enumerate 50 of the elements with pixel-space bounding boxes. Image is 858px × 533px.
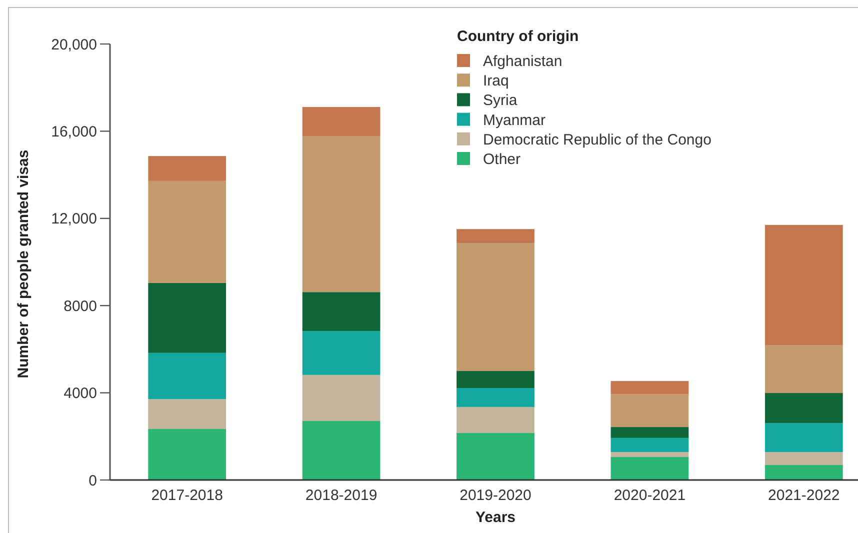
bar <box>764 423 843 452</box>
x-tick-label: 2018-2019 <box>305 487 378 504</box>
legend-label: Iraq <box>483 72 509 90</box>
bar <box>148 282 226 353</box>
legend-label: Democratic Republic of the Congo <box>483 131 712 148</box>
bar <box>610 438 689 452</box>
bar <box>302 420 380 480</box>
bar <box>610 394 689 428</box>
y-axis-title: Number of people granted visas <box>15 150 32 378</box>
y-tick-label: 16,000 <box>51 123 97 140</box>
bar <box>456 243 534 371</box>
bar <box>610 427 689 438</box>
bar <box>610 456 689 480</box>
bar <box>456 388 534 407</box>
bar <box>302 331 380 375</box>
bar <box>764 464 843 480</box>
y-tick-label: 20,000 <box>51 36 97 54</box>
bar <box>148 180 226 283</box>
legend-label: Syria <box>483 92 518 110</box>
y-tick-label: 8000 <box>64 298 97 315</box>
y-tick-label: 4000 <box>64 385 97 402</box>
bar <box>456 229 534 244</box>
bar <box>148 428 226 480</box>
bar <box>302 136 380 292</box>
legend-label: Myanmar <box>483 112 546 129</box>
x-axis-title: Years <box>475 509 516 526</box>
legend-label: Other <box>483 151 521 168</box>
legend-label: Afghanistan <box>483 53 562 70</box>
bar <box>764 393 843 424</box>
x-tick-label: 2021-2022 <box>768 487 840 504</box>
bar <box>610 381 689 394</box>
x-tick-label: 2019-2020 <box>460 487 532 504</box>
bar <box>148 399 226 429</box>
bar <box>764 452 843 465</box>
bar <box>456 371 534 388</box>
legend-title: Country of origin <box>457 28 579 45</box>
bar <box>610 452 689 457</box>
x-tick-label: 2017-2018 <box>151 487 223 504</box>
bar <box>302 107 380 136</box>
bar <box>148 156 226 181</box>
bar <box>302 292 380 332</box>
bar <box>456 406 534 433</box>
bar <box>764 345 843 394</box>
bar <box>302 374 380 421</box>
x-tick-label: 2020-2021 <box>614 487 686 504</box>
y-tick-label: 0 <box>88 472 97 490</box>
y-tick-label: 12,000 <box>51 210 97 228</box>
bar <box>764 224 843 346</box>
bar <box>456 432 534 480</box>
bar <box>148 352 226 400</box>
